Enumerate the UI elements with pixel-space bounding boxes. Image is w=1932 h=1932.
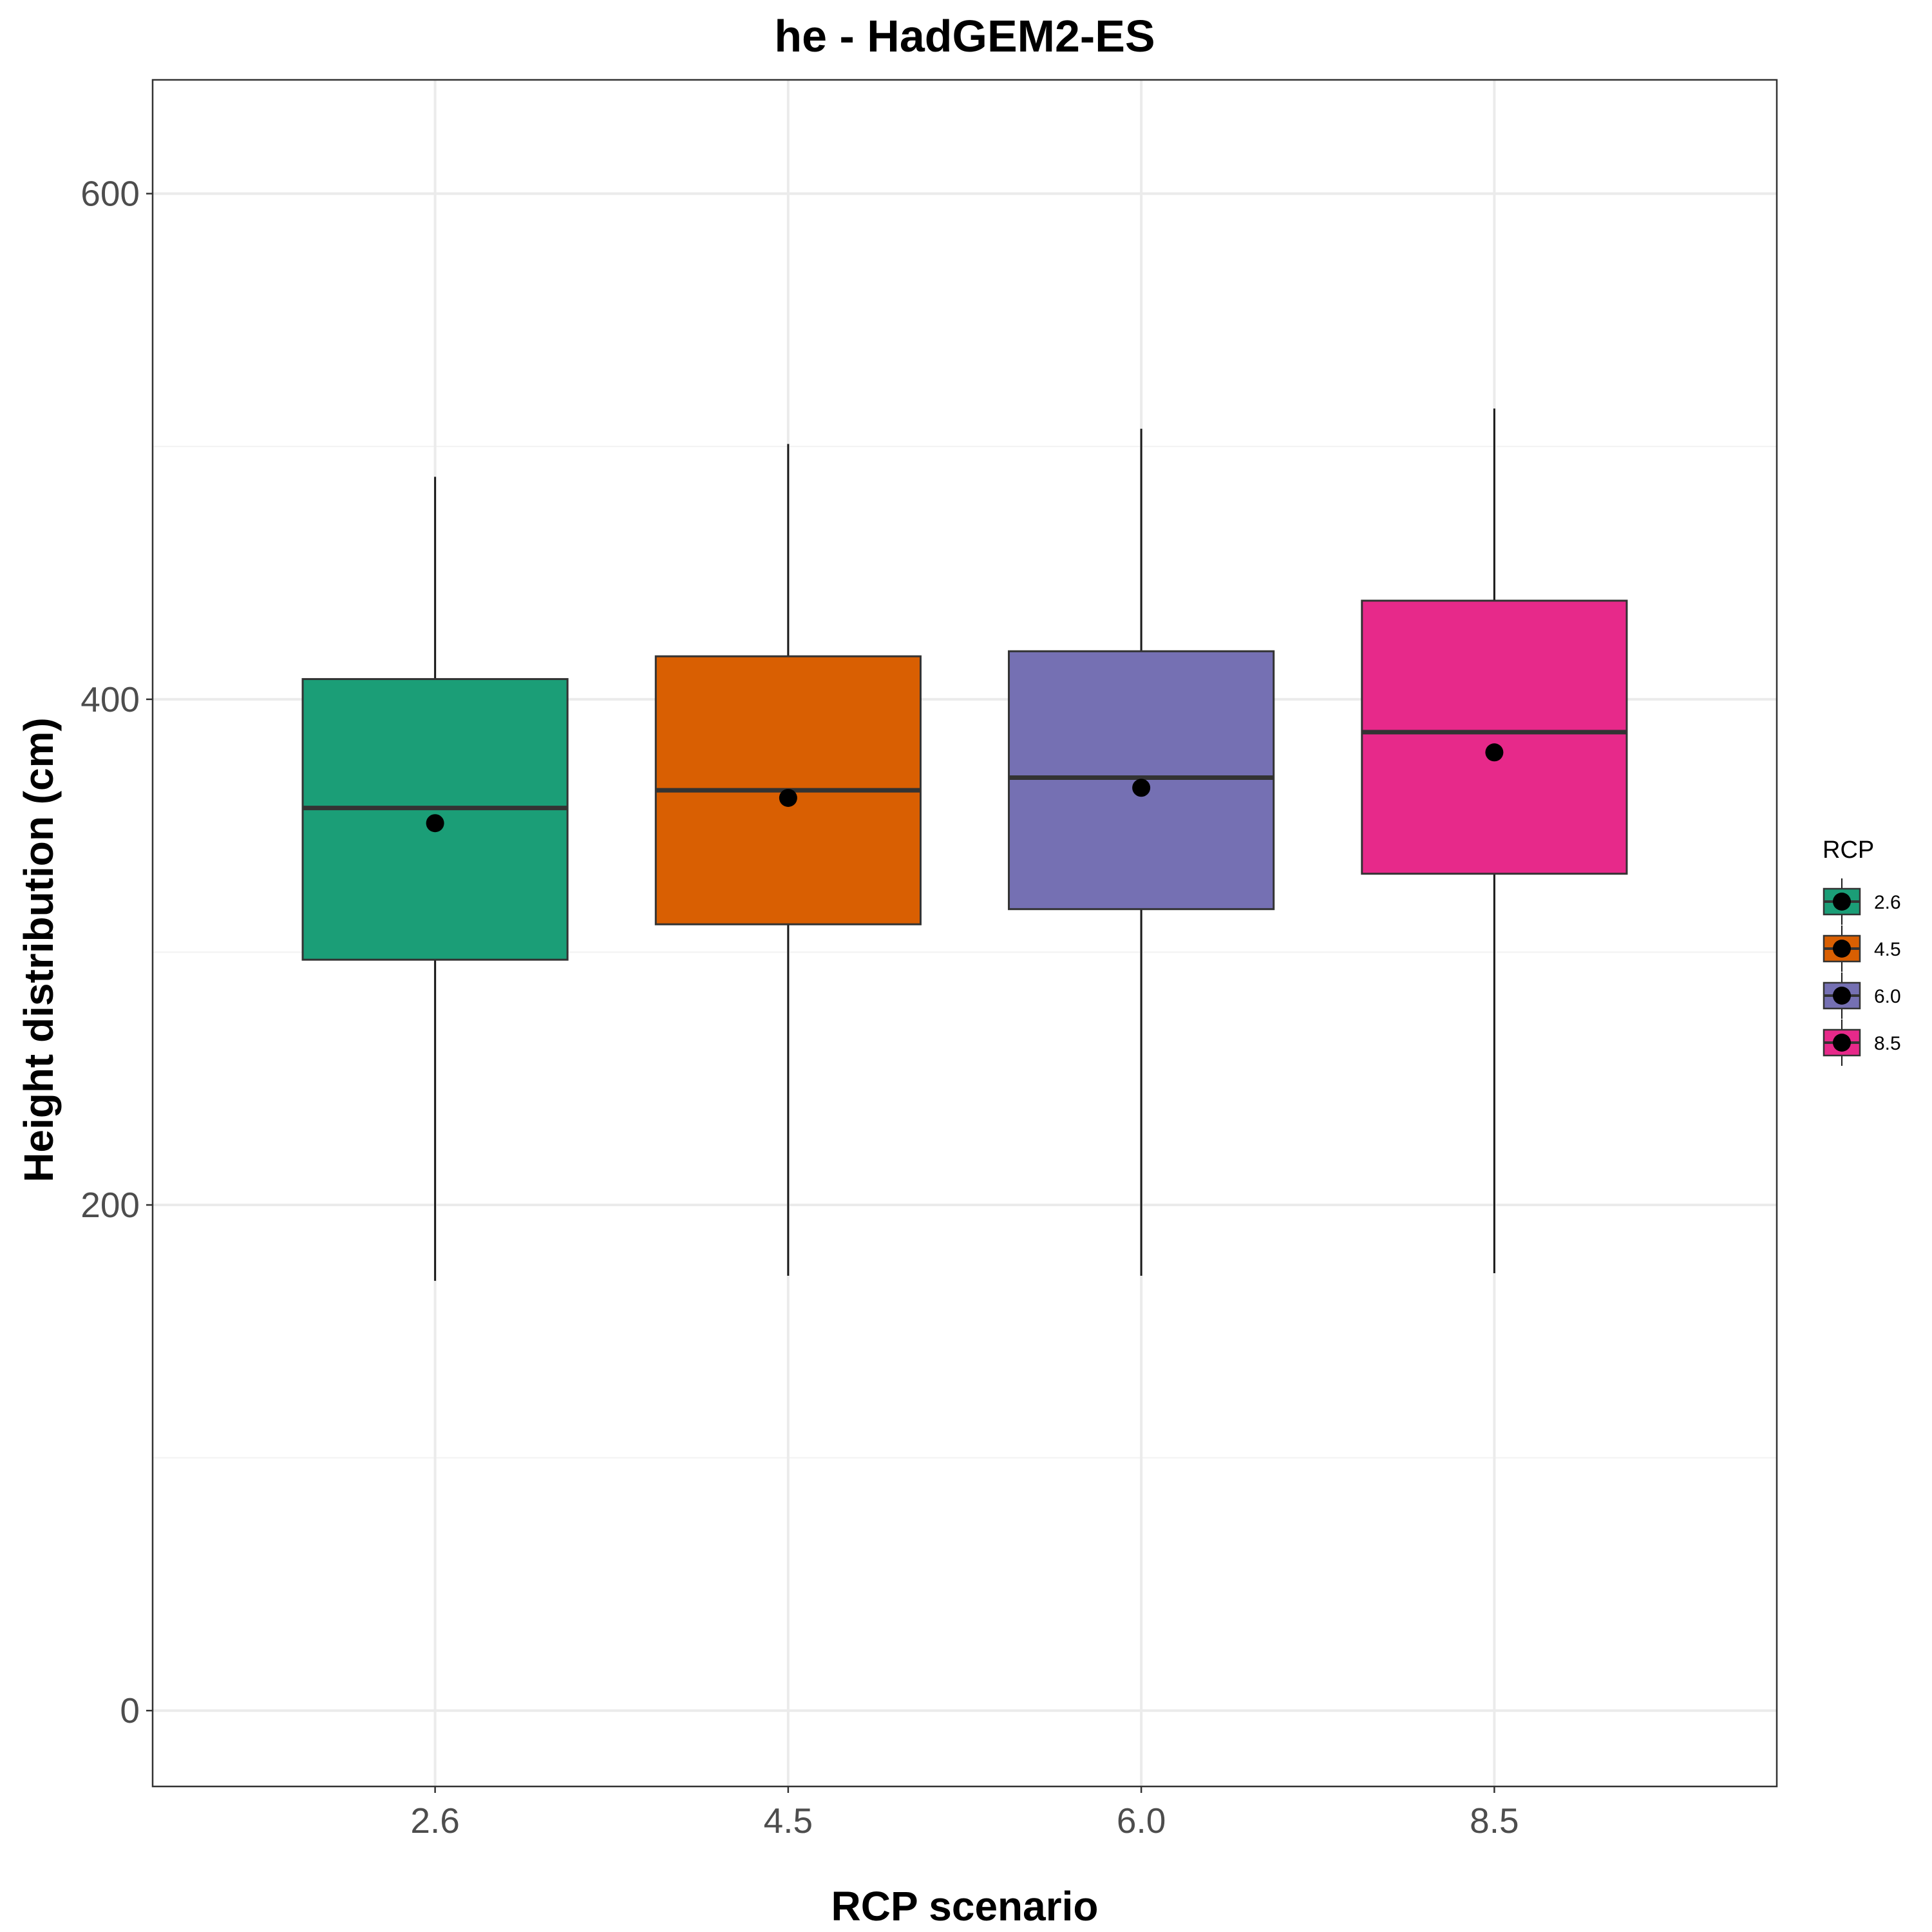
y-tick-label: 0: [120, 1690, 140, 1730]
mean-point: [1132, 779, 1151, 797]
y-axis-title: Height distribution (cm): [15, 717, 62, 1182]
box-group-2.6: [301, 477, 569, 1281]
legend-item-8.5: 8.5: [1823, 1019, 1901, 1066]
legend-label: 6.0: [1874, 986, 1901, 1007]
x-tick-label: 2.6: [410, 1801, 459, 1841]
legend-item-2.6: 2.6: [1823, 878, 1901, 925]
box-group-4.5: [654, 444, 922, 1276]
y-tick-label: 200: [80, 1185, 140, 1225]
legend-title: RCP: [1823, 837, 1874, 864]
legend-label: 8.5: [1874, 1033, 1901, 1054]
legend-key-point: [1833, 940, 1851, 958]
axes-layer: 0 200 400 600 2.6 4.5 6.0 8.5: [80, 174, 1519, 1841]
mean-point: [426, 814, 444, 833]
x-tick-label: 6.0: [1117, 1801, 1166, 1841]
legend-label: 4.5: [1874, 939, 1901, 960]
x-tick-label: 8.5: [1470, 1801, 1519, 1841]
legend-key-point: [1833, 1034, 1851, 1052]
legend-item-6.0: 6.0: [1823, 972, 1901, 1019]
box: [1361, 600, 1628, 875]
plot-panel-border: [151, 79, 1778, 1788]
x-tick-label: 4.5: [764, 1801, 813, 1841]
legend-item-4.5: 4.5: [1823, 925, 1901, 972]
boxes-layer: [301, 408, 1628, 1281]
legend-key-point: [1833, 893, 1851, 911]
chart-title: he - HadGEM2-ES: [774, 11, 1155, 61]
legend: RCP 2.6 4.5 6.0 8.5: [1823, 837, 1901, 1066]
legend-label: 2.6: [1874, 892, 1901, 913]
y-tick-label: 600: [80, 174, 140, 214]
y-tick-label: 400: [80, 679, 140, 719]
box-group-6.0: [1008, 428, 1275, 1276]
mean-point: [779, 788, 797, 807]
box-group-8.5: [1361, 408, 1628, 1274]
mean-point: [1485, 743, 1504, 762]
legend-key-point: [1833, 987, 1851, 1005]
x-axis-title: RCP scenario: [831, 1883, 1099, 1929]
